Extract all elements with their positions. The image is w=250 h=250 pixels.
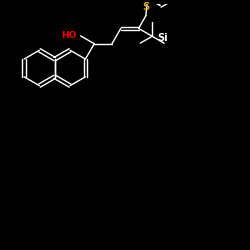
Text: Si: Si [157,33,168,43]
Text: HO: HO [61,31,77,40]
Text: S: S [142,2,150,12]
